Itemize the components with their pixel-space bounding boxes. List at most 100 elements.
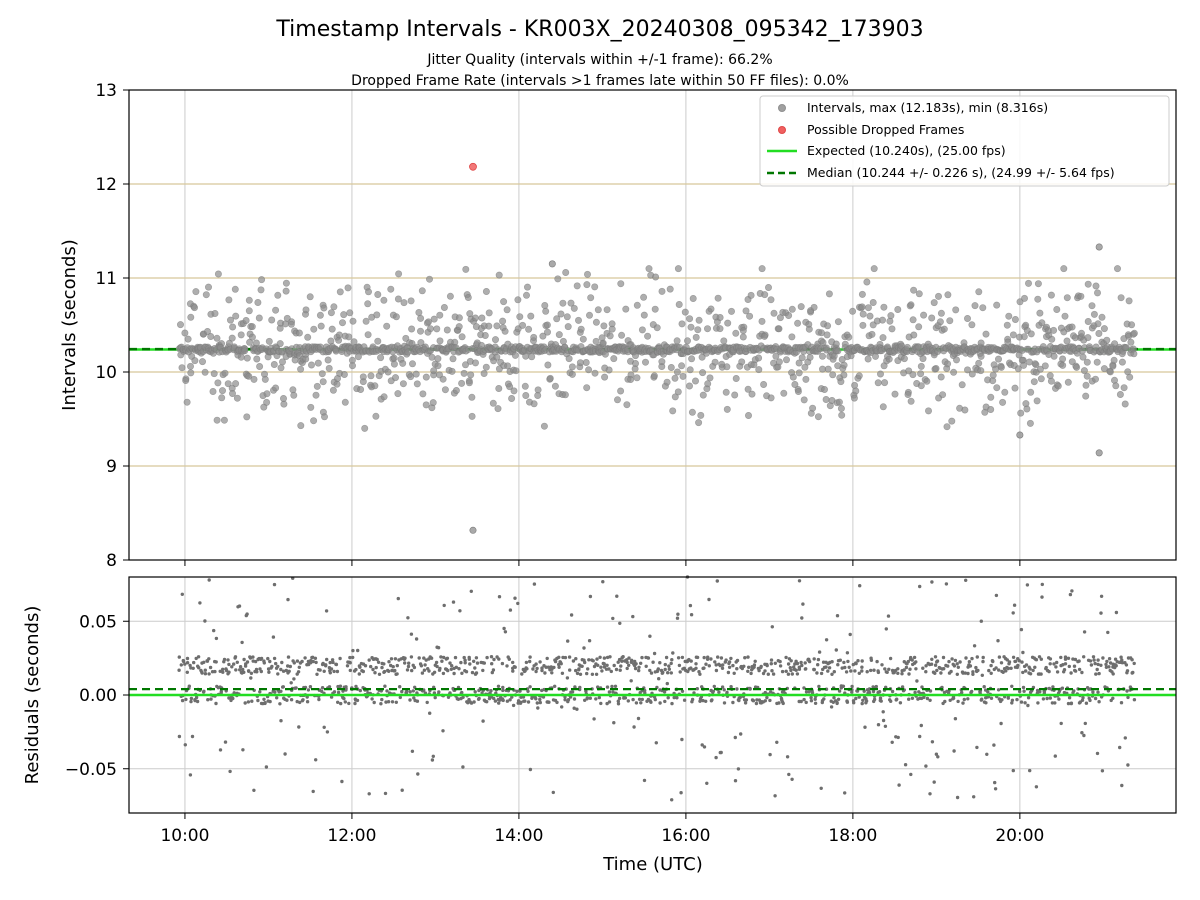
interval-point [891, 390, 899, 398]
interval-point [346, 309, 354, 317]
residual-point [180, 592, 184, 596]
residual-point [1073, 669, 1078, 673]
residual-point [804, 700, 808, 705]
residual-point [259, 656, 264, 661]
residual-point [648, 668, 652, 673]
interval-point [610, 355, 618, 363]
residual-point [383, 684, 387, 688]
residual-point [320, 689, 324, 693]
residual-point [209, 697, 213, 701]
interval-point [775, 325, 783, 333]
residual-point [872, 697, 877, 702]
residual-point [933, 655, 938, 659]
residual-point [1022, 689, 1026, 693]
residual-point [1132, 661, 1136, 666]
residual-point [1055, 670, 1060, 674]
interval-point [613, 396, 621, 404]
residual-point [252, 788, 256, 792]
residuals-y-axis-label: Residuals (seconds) [22, 606, 43, 785]
residual-point [1060, 686, 1065, 690]
residual-point [410, 749, 415, 753]
residual-point [989, 671, 993, 675]
residual-point [634, 701, 639, 705]
interval-point [220, 416, 228, 424]
residual-point [672, 695, 676, 700]
residual-point [854, 696, 858, 701]
residual-point [802, 686, 806, 690]
interval-point [937, 309, 945, 317]
residual-point [400, 788, 404, 792]
residual-point [383, 791, 388, 796]
residual-point [1123, 736, 1128, 740]
residual-point [867, 690, 872, 695]
residual-point [993, 780, 997, 785]
residual-point [587, 639, 592, 643]
residual-point [491, 668, 496, 672]
interval-point [455, 323, 463, 331]
residual-point [597, 695, 601, 700]
interval-point [706, 374, 714, 382]
residual-point [314, 758, 318, 762]
interval-point [640, 311, 648, 319]
interval-point [704, 380, 712, 388]
residual-point [812, 667, 816, 672]
residual-point [598, 655, 602, 659]
residual-point [836, 697, 841, 701]
interval-point [785, 311, 793, 319]
interval-point [408, 325, 416, 333]
residual-point [956, 699, 960, 704]
residual-point [928, 698, 932, 702]
residual-point [652, 651, 657, 656]
residual-point [775, 740, 779, 744]
residual-point [846, 659, 850, 664]
residual-point [616, 702, 621, 706]
residual-point [607, 690, 612, 694]
residual-point [921, 666, 925, 670]
interval-point [915, 323, 923, 331]
residual-point [1067, 696, 1072, 700]
residual-point [451, 600, 456, 604]
interval-point [1038, 319, 1046, 327]
interval-point [760, 332, 768, 340]
interval-point [961, 406, 969, 414]
residual-point [189, 699, 193, 704]
interval-point [424, 318, 432, 326]
interval-point [1036, 365, 1044, 373]
residual-point [1082, 630, 1087, 634]
residual-point [879, 699, 883, 703]
interval-point [731, 391, 739, 399]
residual-point [736, 767, 741, 771]
residual-point [1021, 650, 1025, 655]
interval-point [667, 363, 675, 371]
residual-point [810, 691, 815, 695]
residual-point [871, 689, 876, 694]
interval-point [391, 374, 399, 382]
interval-point [795, 369, 803, 377]
residual-point [331, 660, 335, 665]
residual-point [621, 655, 625, 659]
residual-point [406, 616, 410, 620]
residuals-y-ticks: −0.050.000.05 [65, 612, 129, 780]
residual-point [380, 697, 384, 702]
residual-point [185, 656, 190, 661]
interval-point [430, 315, 438, 323]
residual-point [320, 686, 325, 690]
residual-point [384, 700, 388, 704]
residual-point [1011, 768, 1015, 773]
residual-point [890, 689, 895, 694]
residual-point [980, 673, 984, 677]
interval-point [336, 288, 344, 296]
residual-point [196, 655, 201, 659]
interval-point [944, 291, 952, 299]
interval-point [1106, 368, 1114, 376]
interval-point [920, 311, 928, 319]
interval-point [814, 413, 822, 421]
residual-point [997, 668, 1001, 672]
interval-point [319, 378, 327, 386]
residual-point [949, 669, 953, 674]
residual-point [1119, 701, 1124, 705]
residual-point [295, 659, 300, 663]
interval-point [631, 365, 639, 373]
residual-point [431, 754, 435, 758]
interval-point [390, 360, 398, 368]
